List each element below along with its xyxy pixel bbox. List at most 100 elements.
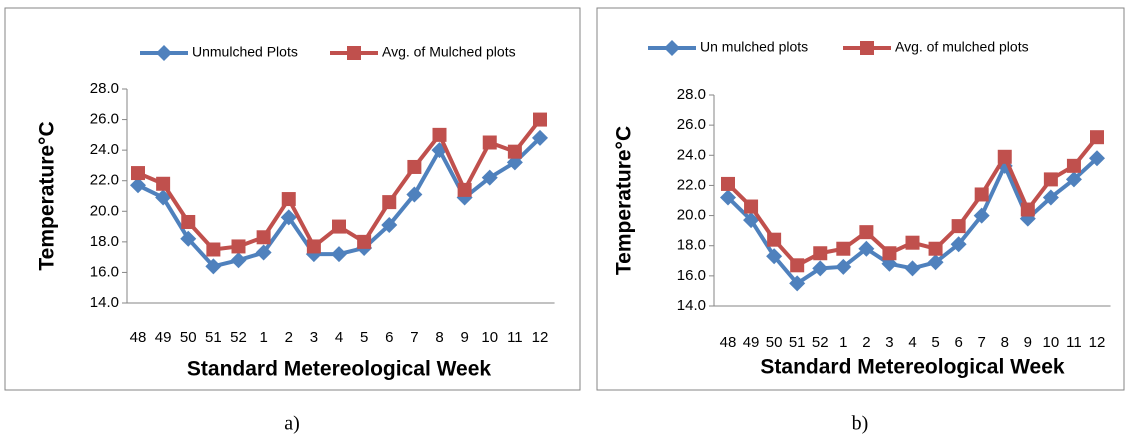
point	[951, 219, 966, 234]
x-tick-label: 50	[766, 334, 783, 351]
x-tick-label: 10	[481, 329, 498, 346]
point	[280, 209, 297, 226]
y-tick-label: 22.0	[677, 176, 706, 193]
legend-label: Un mulched plots	[700, 39, 808, 55]
x-tick-label: 6	[954, 334, 962, 351]
y-tick-label: 18.0	[90, 233, 119, 250]
point	[812, 260, 829, 277]
point	[721, 176, 735, 191]
point	[482, 135, 497, 150]
point	[230, 252, 247, 269]
x-tick-label: 52	[812, 334, 829, 351]
point	[927, 254, 944, 271]
point	[255, 244, 272, 261]
x-tick-label: 11	[507, 329, 523, 346]
point	[664, 40, 680, 56]
y-tick-label: 16.0	[677, 267, 706, 284]
x-tick-label: 3	[885, 334, 893, 351]
x-tick-label: 49	[743, 334, 760, 351]
point	[973, 207, 990, 224]
x-tick-label: 9	[460, 329, 468, 346]
point	[432, 127, 447, 142]
y-tick-label: 14.0	[90, 294, 119, 311]
y-tick-label: 26.0	[677, 116, 706, 133]
x-tick-label: 5	[931, 334, 939, 351]
point	[205, 258, 222, 275]
point	[744, 199, 759, 214]
point	[406, 186, 423, 203]
point	[835, 258, 852, 275]
y-axis-title: Temperature°C	[36, 121, 59, 270]
y-tick-label: 16.0	[90, 263, 119, 280]
point	[130, 177, 146, 194]
point	[507, 144, 522, 159]
point	[1065, 171, 1082, 188]
y-tick-label: 18.0	[677, 237, 706, 254]
x-tick-label: 49	[155, 329, 172, 346]
point	[1020, 202, 1035, 217]
point	[332, 219, 346, 234]
point	[281, 192, 296, 207]
legend-label: Avg. of Mulched plots	[382, 44, 516, 60]
point	[407, 159, 422, 174]
point	[347, 46, 361, 60]
x-axis-title: Standard Metereological Week	[760, 356, 1065, 379]
point	[306, 239, 321, 254]
point	[881, 255, 898, 272]
y-tick-label: 24.0	[677, 146, 706, 163]
y-tick-label: 14.0	[677, 297, 706, 314]
legend-label: Avg. of mulched plots	[895, 39, 1029, 55]
panel-border	[596, 7, 1125, 391]
y-tick-label: 26.0	[90, 111, 119, 128]
x-tick-label: 8	[1001, 334, 1009, 351]
y-tick-label: 20.0	[90, 202, 119, 219]
point	[1089, 150, 1105, 167]
y-axis-title: Temperature°C	[613, 126, 636, 275]
caption: a)	[284, 413, 300, 435]
point	[533, 112, 547, 127]
chart-panel: 14.016.018.020.022.024.026.028.048 49 50 51…	[4, 7, 581, 435]
x-tick-label: 12	[1089, 334, 1106, 351]
point	[766, 248, 783, 265]
point	[789, 275, 806, 292]
x-tick-label: 7	[410, 329, 418, 346]
point	[381, 217, 398, 234]
point	[532, 129, 548, 146]
x-tick-label: 1	[259, 329, 267, 346]
x-tick-label: 11	[1066, 334, 1082, 351]
point	[481, 169, 498, 186]
x-tick-label: 4	[908, 334, 916, 351]
point	[928, 241, 943, 256]
y-tick-label: 22.0	[90, 172, 119, 189]
point	[180, 230, 197, 247]
point	[813, 246, 828, 261]
x-tick-label: 1	[839, 334, 847, 351]
panel-border	[4, 7, 581, 391]
x-tick-label: 48	[130, 329, 147, 346]
x-tick-label: 10	[1043, 334, 1060, 351]
point	[974, 187, 989, 202]
point	[720, 189, 736, 206]
y-tick-label: 28.0	[677, 86, 706, 103]
x-tick-label: 50	[180, 329, 197, 346]
caption: b)	[852, 413, 869, 435]
point	[860, 41, 874, 55]
x-tick-label: 4	[335, 329, 343, 346]
x-tick-label: 3	[310, 329, 318, 346]
point	[997, 149, 1012, 164]
point	[767, 232, 782, 247]
point	[357, 234, 372, 249]
point	[155, 189, 172, 206]
point	[131, 166, 145, 181]
point	[1090, 130, 1104, 145]
point	[156, 45, 172, 61]
point	[950, 236, 967, 253]
point	[206, 242, 221, 257]
x-tick-label: 51	[789, 334, 806, 351]
legend-label: Unmulched Plots	[192, 44, 298, 60]
x-tick-label: 48	[720, 334, 737, 351]
point	[382, 195, 397, 210]
point	[904, 260, 921, 277]
